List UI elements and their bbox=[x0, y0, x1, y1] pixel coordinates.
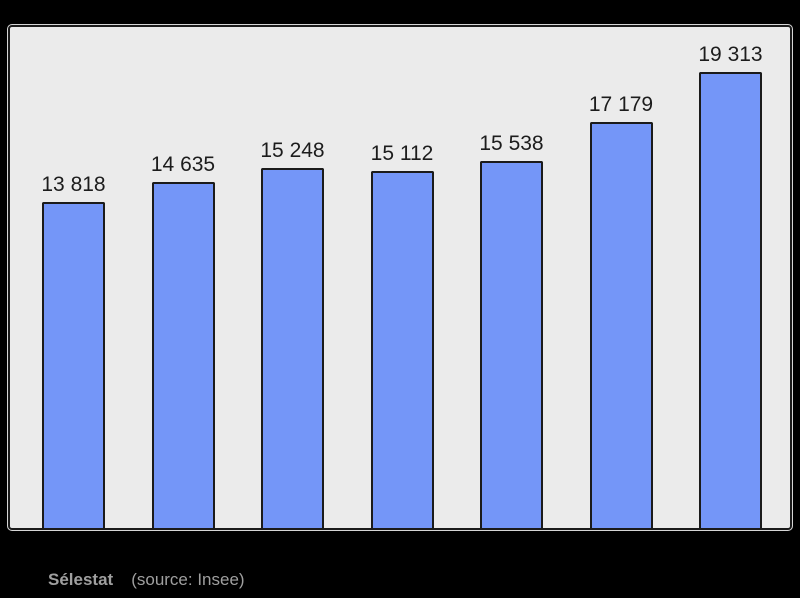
bar bbox=[480, 161, 543, 528]
bar bbox=[261, 168, 324, 528]
chart-caption: Sélestat (source: Insee) bbox=[48, 570, 245, 590]
bar-value-label: 15 248 bbox=[260, 139, 325, 162]
bar bbox=[42, 202, 105, 528]
plot-area: 13 818 14 635 15 248 15 112 15 538 17 179 19 3… bbox=[10, 27, 790, 528]
bar-value-label: 15 112 bbox=[370, 142, 434, 165]
bar-value-label: 19 313 bbox=[698, 43, 763, 66]
bar-value-label: 15 538 bbox=[479, 132, 544, 155]
caption-city-name: Sélestat bbox=[48, 570, 114, 589]
bar-value-label: 14 635 bbox=[150, 153, 216, 176]
caption-source: (source: Insee) bbox=[131, 570, 245, 589]
bar bbox=[589, 122, 653, 528]
bar bbox=[151, 182, 215, 528]
bar-value-label: 13 818 bbox=[41, 173, 106, 196]
bar bbox=[370, 171, 434, 528]
bar-value-label: 17 179 bbox=[588, 93, 654, 116]
bar bbox=[699, 72, 762, 528]
chart-panel: 13 818 14 635 15 248 15 112 15 538 17 179 19 3… bbox=[8, 25, 792, 530]
